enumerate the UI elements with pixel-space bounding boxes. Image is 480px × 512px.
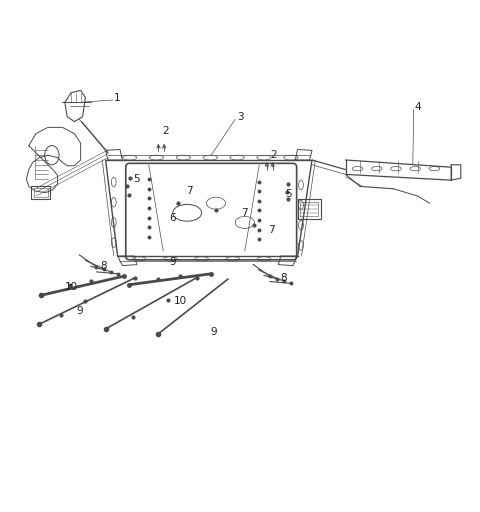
Text: 6: 6 (169, 212, 176, 223)
Text: 8: 8 (100, 261, 107, 271)
Text: 10: 10 (64, 282, 78, 292)
Text: 7: 7 (268, 225, 275, 234)
Text: 9: 9 (76, 306, 83, 316)
Text: 7: 7 (241, 208, 248, 218)
Text: 7: 7 (186, 186, 193, 196)
Text: 2: 2 (270, 150, 277, 160)
Text: 9: 9 (169, 257, 176, 267)
Text: 10: 10 (173, 295, 187, 306)
Text: 9: 9 (210, 327, 217, 337)
Text: 3: 3 (237, 112, 243, 122)
Text: 8: 8 (280, 272, 287, 283)
Text: 4: 4 (414, 102, 421, 112)
Text: 5: 5 (285, 188, 291, 199)
Text: 1: 1 (114, 93, 121, 102)
Text: 2: 2 (162, 126, 169, 136)
Text: 5: 5 (133, 174, 140, 184)
